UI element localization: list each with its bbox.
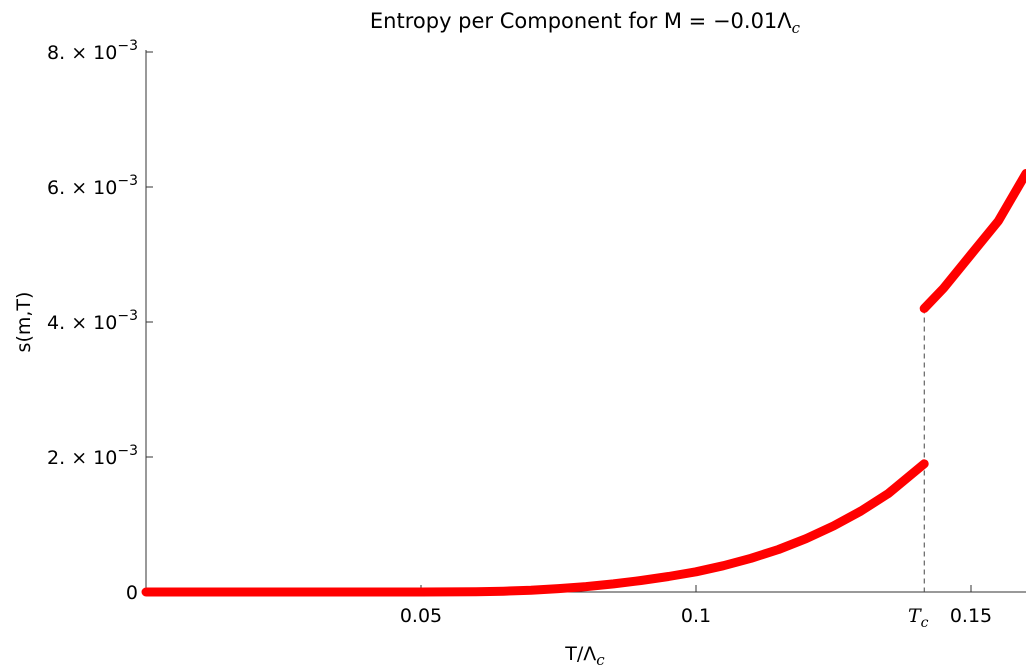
y-tick-label-4-exponent: −3	[117, 38, 138, 54]
x-axis-label: T/Λc	[564, 643, 605, 668]
y-tick-label-2: 4. × 10−3	[47, 308, 138, 334]
x-tick-label-1: 0.1	[681, 605, 711, 627]
x-axis-label-subscript: c	[596, 651, 605, 668]
y-tick-label-1-exponent: −3	[117, 443, 138, 459]
y-tick-label-0: 0	[126, 582, 138, 604]
y-tick-label-3-exponent: −3	[117, 173, 138, 189]
y-tick-label-1-mantissa: 2. × 10	[47, 447, 117, 469]
y-tick-label-1: 2. × 10−3	[47, 443, 138, 469]
chart-title-subscript: c	[792, 19, 801, 37]
y-tick-label-2-mantissa: 4. × 10	[47, 312, 117, 334]
series-line-below-Tc	[141, 459, 929, 597]
x-tick-label-0: 0.05	[400, 605, 442, 627]
y-axis-label: s(m,T)	[13, 292, 35, 353]
series-line-above-Tc	[919, 169, 1026, 313]
y-tick-label-0-mantissa: 0	[126, 582, 138, 604]
y-tick-label-4: 8. × 10−3	[47, 38, 138, 64]
chart-title-main: Entropy per Component for M = −0.01Λ	[370, 9, 792, 33]
y-tick-label-2-exponent: −3	[117, 308, 138, 324]
x-axis-label-main: T/Λ	[564, 643, 596, 665]
chart-title: Entropy per Component for M = −0.01Λc	[370, 9, 801, 37]
x-tick-label-tc: Tc	[908, 605, 929, 631]
y-tick-label-4-mantissa: 8. × 10	[47, 42, 117, 64]
x-tick-label-tc-subscript: c	[921, 615, 929, 631]
x-tick-label-tc-main: T	[908, 605, 922, 627]
y-tick-label-3: 6. × 10−3	[47, 173, 138, 199]
x-tick-label-2: 0.15	[950, 605, 992, 627]
y-tick-label-3-mantissa: 6. × 10	[47, 177, 117, 199]
